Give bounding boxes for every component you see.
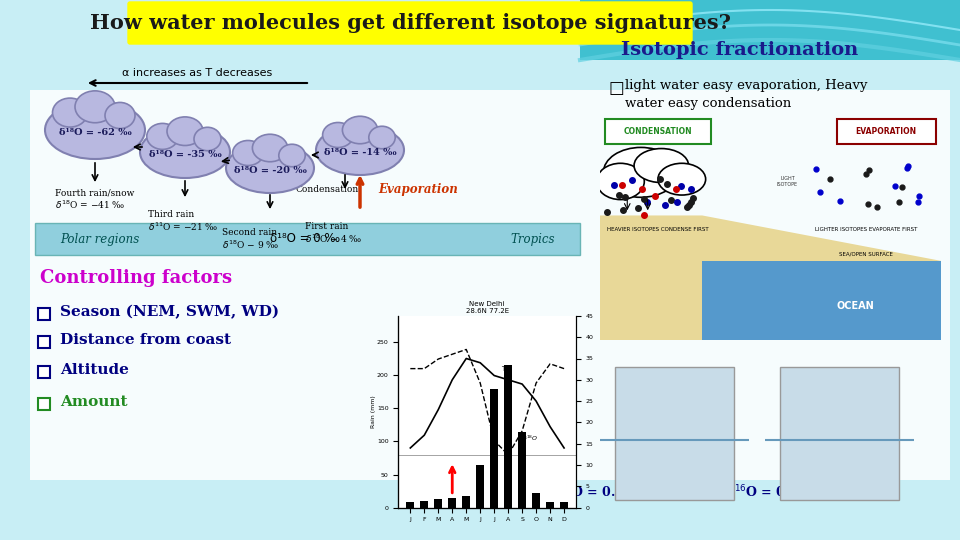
FancyBboxPatch shape: [38, 308, 50, 320]
Text: $^{18}$O/$^{16}$O = 0.002000: $^{18}$O/$^{16}$O = 0.002000: [708, 483, 843, 501]
Text: HEAVIER ISOTOPES CONDENSE FIRST: HEAVIER ISOTOPES CONDENSE FIRST: [607, 227, 708, 232]
FancyBboxPatch shape: [30, 90, 590, 480]
Text: $\delta^{18}$O: $\delta^{18}$O: [522, 434, 539, 443]
Text: OCEAN: OCEAN: [837, 301, 875, 311]
Text: α increases as T decreases: α increases as T decreases: [122, 68, 272, 78]
Text: LIGHTER ISOTOPES EVAPORATE FIRST: LIGHTER ISOTOPES EVAPORATE FIRST: [815, 227, 917, 232]
Text: □: □: [608, 79, 624, 97]
Text: water easy condensation: water easy condensation: [625, 97, 791, 110]
Ellipse shape: [167, 117, 203, 145]
Ellipse shape: [232, 140, 263, 165]
FancyBboxPatch shape: [35, 223, 580, 255]
FancyBboxPatch shape: [580, 0, 960, 60]
Text: δ¹⁸O = 0 ‰: δ¹⁸O = 0 ‰: [270, 233, 340, 246]
Bar: [448, 498, 456, 508]
Y-axis label: Rain (mm): Rain (mm): [371, 395, 375, 428]
Text: Polar regions: Polar regions: [60, 233, 139, 246]
Text: Fourth rain/snow
$\delta^{18}$O = −41 ‰: Fourth rain/snow $\delta^{18}$O = −41 ‰: [55, 188, 134, 212]
Ellipse shape: [226, 143, 314, 193]
Ellipse shape: [252, 134, 288, 162]
Text: Condensation: Condensation: [295, 185, 358, 194]
Ellipse shape: [596, 163, 644, 200]
Text: Altitude: Altitude: [60, 363, 129, 377]
Polygon shape: [703, 261, 941, 340]
Ellipse shape: [369, 126, 396, 149]
Text: T: T: [501, 366, 505, 372]
Text: LIGHT
ISOTOPE: LIGHT ISOTOPE: [777, 176, 798, 187]
Ellipse shape: [316, 125, 404, 175]
Text: Evaporation: Evaporation: [378, 184, 458, 197]
Text: Tropics: Tropics: [511, 233, 555, 246]
Ellipse shape: [140, 126, 230, 178]
FancyBboxPatch shape: [780, 367, 900, 500]
Text: How water molecules get different isotope signatures?: How water molecules get different isotop…: [89, 13, 731, 33]
Bar: [435, 499, 443, 508]
Text: light water easy evaporation, Heavy: light water easy evaporation, Heavy: [625, 78, 868, 91]
Bar: [406, 502, 414, 508]
Ellipse shape: [343, 116, 377, 144]
Text: Amount: Amount: [60, 395, 128, 409]
Polygon shape: [600, 215, 941, 340]
FancyBboxPatch shape: [38, 366, 50, 378]
Text: $^{18}$O/$^{16}$O = 0.001995: $^{18}$O/$^{16}$O = 0.001995: [533, 483, 667, 501]
Text: δ¹⁸O = -62 ‰: δ¹⁸O = -62 ‰: [59, 129, 132, 137]
Ellipse shape: [105, 103, 135, 129]
Bar: [491, 389, 498, 508]
Ellipse shape: [658, 163, 706, 195]
Text: Second rain
$\delta^{18}$O − 9 ‰: Second rain $\delta^{18}$O − 9 ‰: [222, 228, 279, 252]
Text: δ¹⁸O = -14 ‰: δ¹⁸O = -14 ‰: [324, 148, 396, 157]
Ellipse shape: [75, 91, 115, 123]
Bar: [561, 502, 568, 508]
Ellipse shape: [53, 98, 87, 127]
FancyBboxPatch shape: [837, 119, 936, 144]
Text: Distance from coast: Distance from coast: [60, 333, 231, 347]
FancyBboxPatch shape: [590, 90, 950, 480]
Text: δ¹⁸O = -35 ‰: δ¹⁸O = -35 ‰: [149, 150, 222, 159]
Ellipse shape: [45, 101, 145, 159]
Text: δ¹⁸O = -20 ‰: δ¹⁸O = -20 ‰: [233, 166, 306, 175]
Text: Third rain
$\delta^{11}$O = −21 ‰: Third rain $\delta^{11}$O = −21 ‰: [148, 210, 219, 233]
FancyBboxPatch shape: [38, 336, 50, 348]
FancyBboxPatch shape: [605, 119, 710, 144]
Text: CONDENSATION: CONDENSATION: [624, 127, 692, 136]
Text: Controlling factors: Controlling factors: [40, 269, 232, 287]
Ellipse shape: [634, 148, 688, 183]
Ellipse shape: [278, 144, 305, 167]
Text: Isotopic fractionation: Isotopic fractionation: [621, 41, 858, 59]
Ellipse shape: [323, 123, 353, 147]
Ellipse shape: [194, 127, 221, 151]
Text: EVAPORATION: EVAPORATION: [855, 127, 917, 136]
Text: First rain
$\delta^{18}$O − 4 ‰: First rain $\delta^{18}$O − 4 ‰: [305, 222, 362, 246]
FancyBboxPatch shape: [128, 2, 692, 44]
Text: SEA/OPEN SURFACE: SEA/OPEN SURFACE: [839, 252, 893, 256]
Ellipse shape: [604, 147, 679, 197]
Bar: [518, 431, 526, 508]
FancyBboxPatch shape: [614, 367, 734, 500]
FancyBboxPatch shape: [38, 398, 50, 410]
Bar: [532, 493, 540, 508]
Text: Season (NEM, SWM, WD): Season (NEM, SWM, WD): [60, 305, 279, 319]
Bar: [463, 496, 470, 508]
Bar: [504, 366, 512, 508]
Ellipse shape: [147, 124, 179, 150]
Title: New Delhi
28.6N 77.2E: New Delhi 28.6N 77.2E: [466, 301, 509, 314]
Bar: [546, 502, 554, 508]
Bar: [420, 501, 428, 508]
Bar: [476, 464, 484, 508]
